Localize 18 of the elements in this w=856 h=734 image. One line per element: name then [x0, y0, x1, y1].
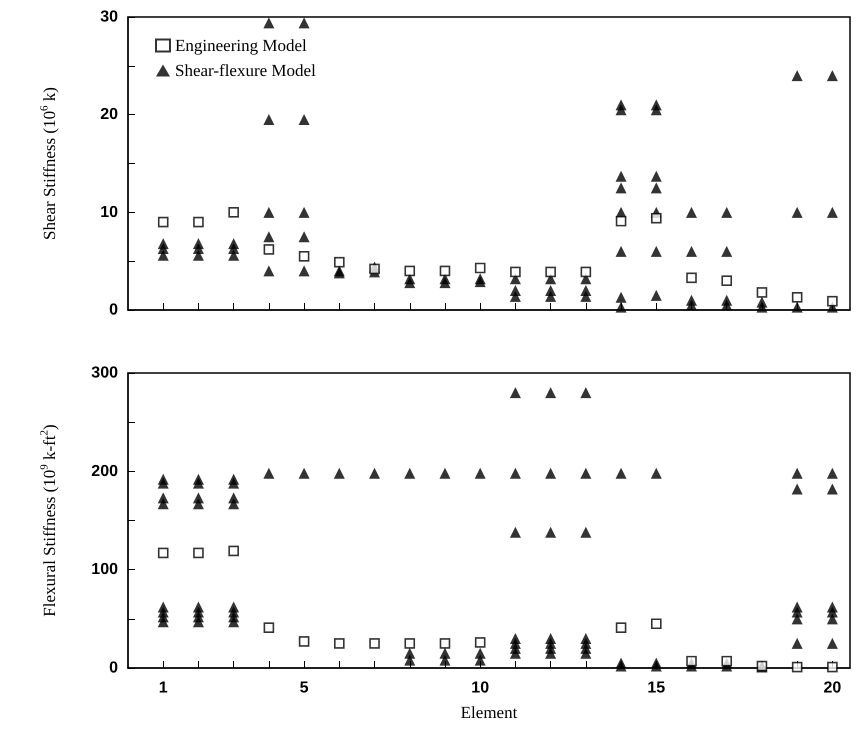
- y-axis-title: Shear Stiffness (106 k): [38, 87, 59, 240]
- x-tick-label: 5: [300, 680, 309, 696]
- y-axis-title: Flexural Stiffness (109 k-ft2): [38, 424, 59, 617]
- y-tick-label: 30: [100, 8, 118, 26]
- y-tick-label: 0: [109, 302, 118, 318]
- x-tick-label: 10: [471, 680, 490, 696]
- x-tick-label: 1: [158, 680, 168, 696]
- y-tick-label: 200: [91, 462, 118, 480]
- x-tick-label: 20: [823, 680, 842, 696]
- x-axis-title: Element: [460, 703, 518, 722]
- y-tick-label: 300: [91, 364, 118, 382]
- y-tick-label: 20: [100, 106, 118, 124]
- legend-label: Shear-flexure Model: [175, 61, 316, 80]
- y-tick-label: 10: [100, 204, 118, 221]
- x-tick-label: 15: [647, 680, 666, 696]
- y-tick-label: 100: [91, 561, 118, 578]
- y-tick-label: 0: [109, 660, 118, 676]
- legend-label: Engineering Model: [175, 36, 307, 55]
